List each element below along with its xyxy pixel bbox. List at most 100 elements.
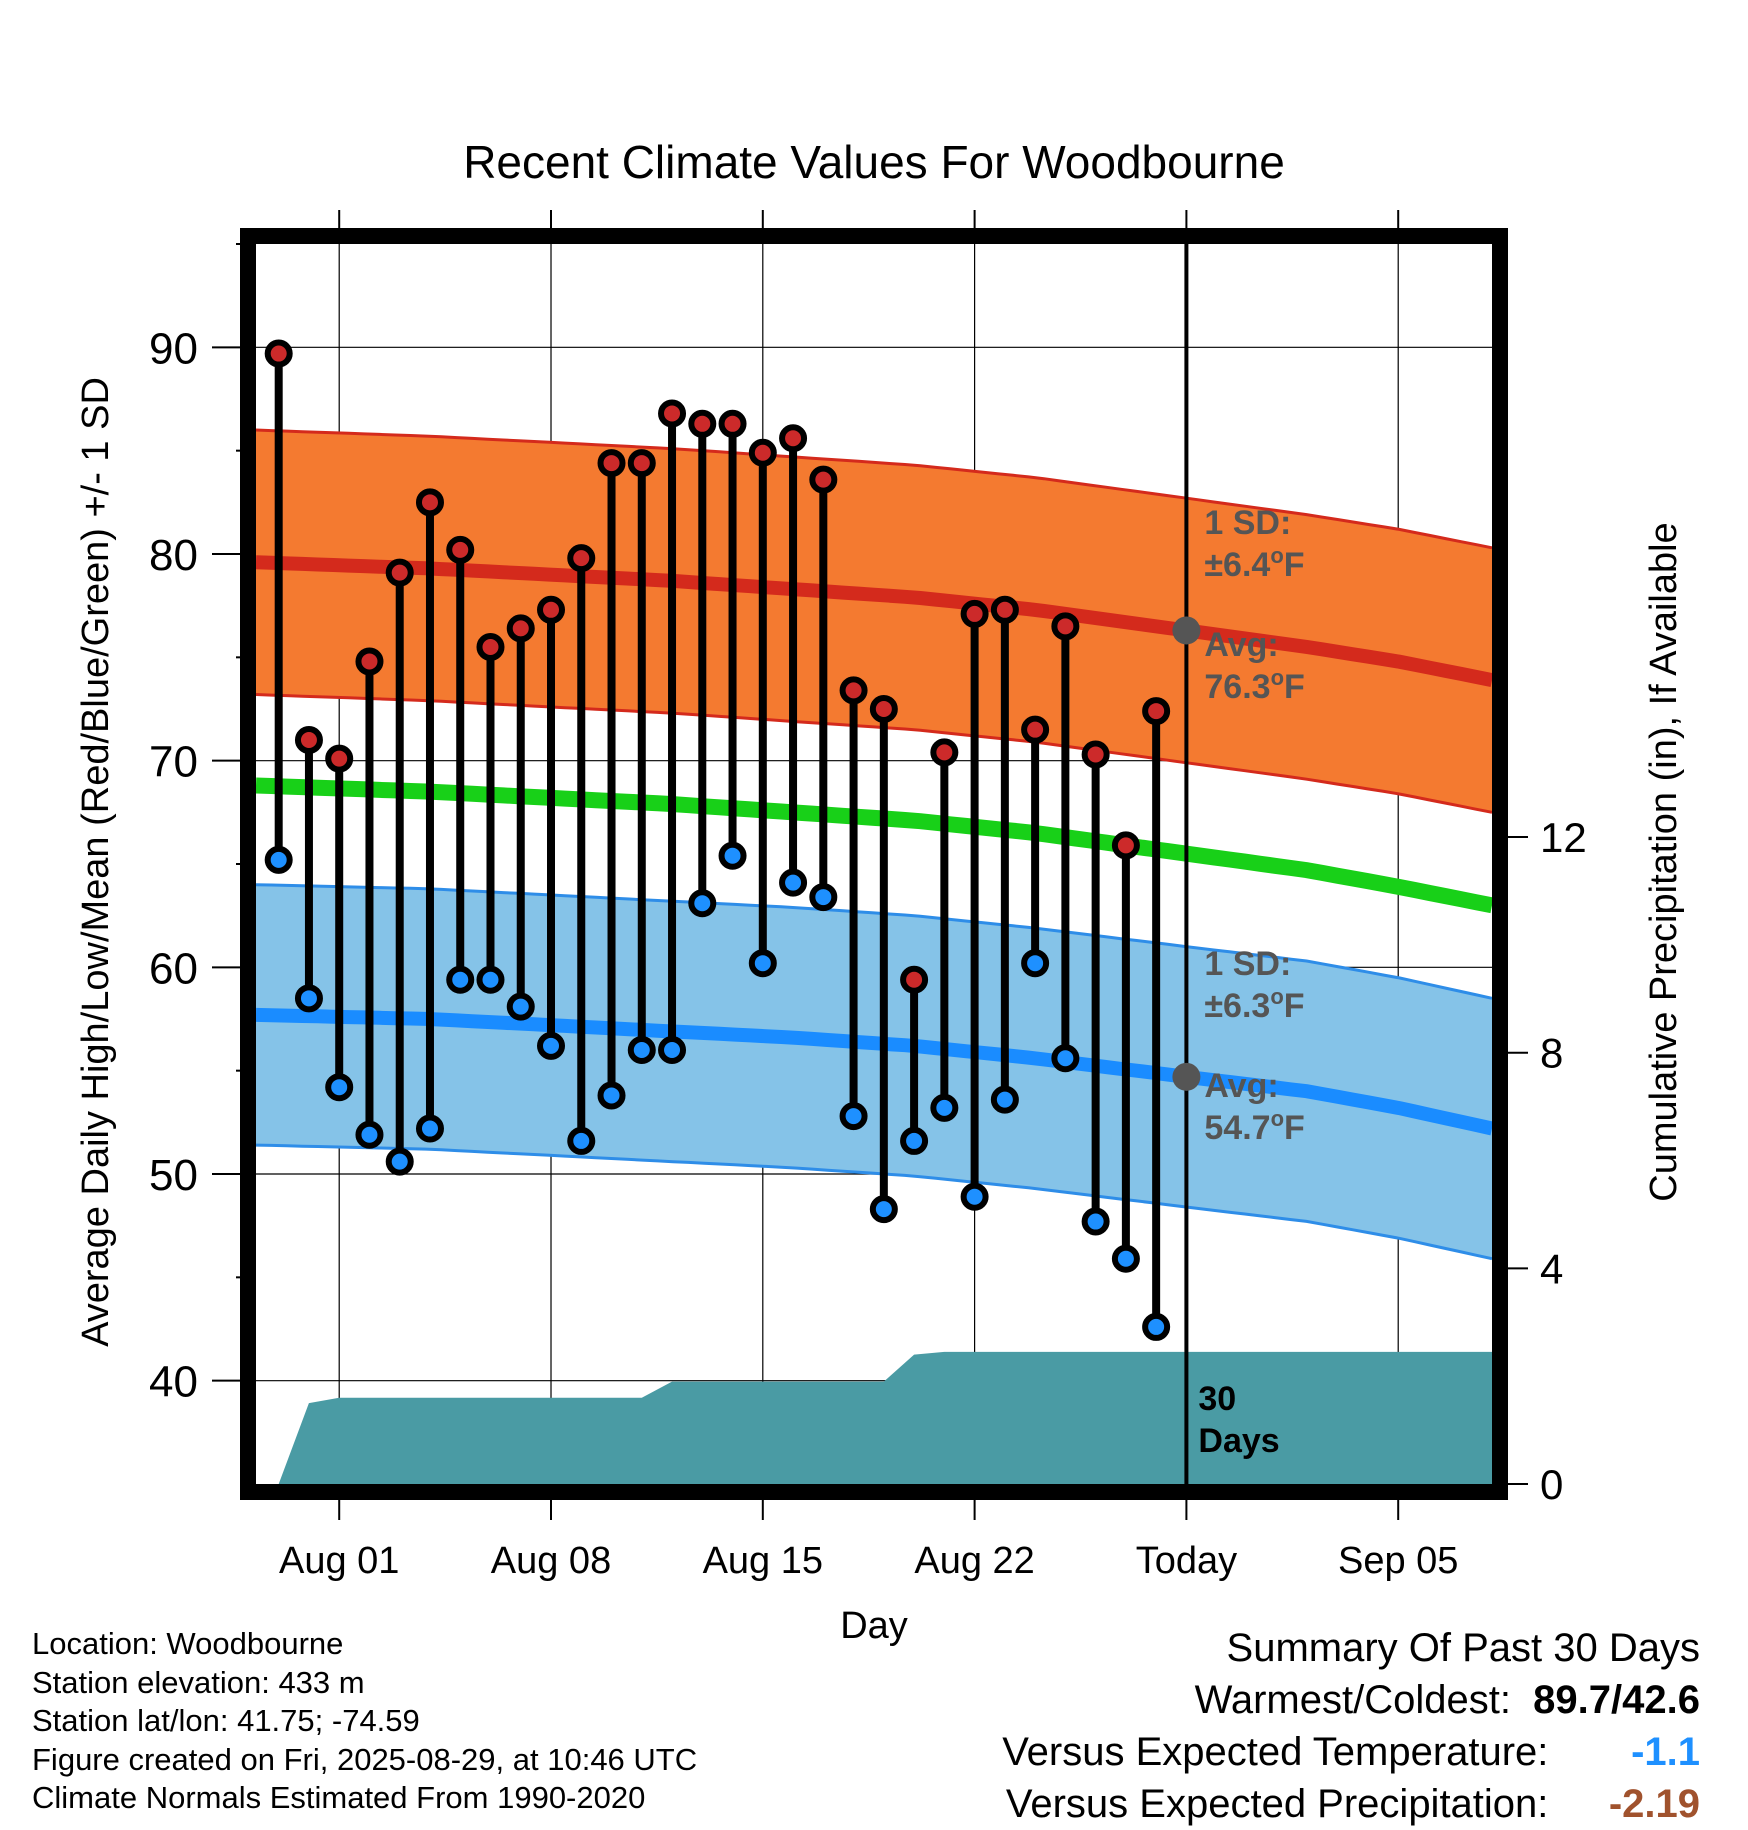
daily-low-point — [990, 1085, 1019, 1114]
daily-high-point — [809, 465, 838, 494]
summary-warm-cold: Warmest/Coldest: 89.7/42.6 — [1002, 1674, 1700, 1726]
y-tick-label: 50 — [149, 1151, 198, 1200]
created-text: Figure created on Fri, 2025-08-29, at 10… — [32, 1741, 698, 1777]
daily-low-point — [567, 1126, 596, 1155]
y2-tick-label: 0 — [1540, 1461, 1563, 1508]
summary-temp: Versus Expected Temperature: -1.1 — [1002, 1726, 1700, 1778]
low-sd-label: 1 SD: — [1204, 945, 1291, 983]
y2-tick-label: 4 — [1540, 1245, 1563, 1292]
daily-low-point — [355, 1120, 384, 1149]
y2-tick-label: 8 — [1540, 1030, 1563, 1077]
daily-low-point — [627, 1036, 656, 1064]
location-text: Location: Woodbourne — [32, 1626, 344, 1661]
x-tick-label: Aug 22 — [914, 1540, 1034, 1582]
precip-departure-label: Versus Expected Precipitation: — [1005, 1782, 1549, 1826]
y2-axis-label: Cumulative Precipitation (in), If Availa… — [1643, 522, 1685, 1201]
daily-range-stems — [274, 353, 1161, 1327]
days-count-label: 30 — [1198, 1380, 1236, 1418]
normal-bands — [255, 428, 1494, 1261]
axes: Aug 01 Aug 08 Aug 15 Aug 22 Today Sep 0540506… — [149, 210, 1587, 1582]
daily-high-point — [688, 409, 717, 438]
low-avg-label: Avg: — [1204, 1067, 1278, 1105]
days-word-label: Days — [1198, 1422, 1279, 1460]
daily-low-point — [960, 1182, 989, 1211]
x-tick-label: Sep 05 — [1338, 1540, 1458, 1582]
today-low-average-dot — [1172, 1062, 1201, 1091]
daily-high-point — [900, 965, 929, 994]
station-info: Location: Woodbourne Station elevation: … — [32, 1625, 697, 1818]
daily-low-point — [809, 883, 838, 912]
x-tick-label: Today — [1136, 1540, 1237, 1582]
daily-high-point — [839, 676, 868, 705]
daily-high-point — [325, 744, 354, 773]
high-sd-band — [256, 430, 1492, 813]
daily-high-point — [1081, 740, 1110, 769]
daily-high-point — [294, 726, 323, 754]
daily-high-point — [960, 599, 989, 628]
daily-high-point — [1051, 612, 1080, 641]
daily-high-point — [658, 399, 687, 428]
summary-panel: Summary Of Past 30 Days Warmest/Coldest:… — [1002, 1622, 1700, 1830]
daily-high-point — [869, 695, 898, 723]
daily-low-point — [294, 984, 323, 1013]
summary-precip: Versus Expected Precipitation: -2.19 — [1002, 1778, 1700, 1830]
daily-high-point — [1111, 831, 1140, 860]
y-tick-label: 70 — [149, 738, 198, 787]
daily-low-point — [415, 1114, 444, 1143]
daily-low-point — [718, 841, 747, 870]
daily-low-point — [1081, 1207, 1110, 1236]
today-high-average-dot — [1172, 616, 1201, 645]
daily-low-point — [506, 992, 535, 1021]
precip-departure-value: -2.19 — [1608, 1782, 1700, 1826]
warm-cold-value: 89.7/42.6 — [1533, 1678, 1700, 1722]
daily-low-point — [385, 1147, 414, 1176]
y2-tick-label: 12 — [1540, 814, 1587, 861]
warm-cold-label: Warmest/Coldest: — [1194, 1678, 1511, 1722]
x-axis-label: Day — [840, 1605, 908, 1647]
daily-high-point — [506, 614, 535, 643]
temp-departure-value: -1.1 — [1631, 1730, 1700, 1774]
daily-high-point — [718, 409, 747, 438]
daily-low-point — [748, 949, 777, 978]
daily-high-point — [355, 647, 384, 676]
high-sd-value: ±6.4oF — [1204, 543, 1304, 584]
low-sd-lower-edge — [255, 1143, 1493, 1261]
daily-low-point — [779, 868, 808, 897]
y-tick-label: 80 — [149, 531, 198, 580]
daily-high-point — [1021, 715, 1050, 744]
low-avg-value: 54.7oF — [1204, 1106, 1304, 1147]
daily-low-point — [658, 1036, 687, 1064]
daily-markers — [264, 339, 1171, 1341]
daily-low-point — [325, 1073, 354, 1102]
high-avg-value: 76.3oF — [1204, 665, 1304, 706]
summary-title: Summary Of Past 30 Days — [1226, 1626, 1700, 1670]
daily-high-point — [779, 424, 808, 453]
daily-low-point — [476, 965, 505, 994]
daily-low-point — [1021, 949, 1050, 978]
daily-low-point — [1051, 1044, 1080, 1073]
low-sd-band — [256, 884, 1492, 1259]
precipitation-area — [278, 1351, 1493, 1484]
x-tick-label: Aug 15 — [703, 1540, 823, 1582]
y-tick-label: 40 — [149, 1358, 198, 1407]
daily-low-point — [264, 845, 293, 874]
daily-low-point — [839, 1102, 868, 1131]
daily-low-point — [1142, 1312, 1171, 1341]
cumulative-precip-area — [278, 1351, 1493, 1484]
daily-high-point — [627, 449, 656, 478]
daily-high-point — [537, 595, 566, 624]
daily-low-point — [446, 965, 475, 994]
daily-high-point — [385, 558, 414, 587]
high-sd-label: 1 SD: — [1204, 504, 1291, 542]
chart-title: Recent Climate Values For Woodbourne — [463, 136, 1285, 188]
elevation-text: Station elevation: 433 m — [32, 1664, 365, 1700]
low-sd-value: ±6.3oF — [1204, 984, 1304, 1025]
y-axis-label: Average Daily High/Low/Mean (Red/Blue/Gr… — [75, 377, 117, 1347]
y-tick-label: 90 — [149, 324, 198, 373]
daily-high-point — [748, 438, 777, 467]
daily-high-point — [446, 535, 475, 564]
latlon-text: Station lat/lon: 41.75; -74.59 — [32, 1703, 420, 1738]
daily-high-point — [990, 595, 1019, 624]
daily-low-point — [537, 1031, 566, 1060]
